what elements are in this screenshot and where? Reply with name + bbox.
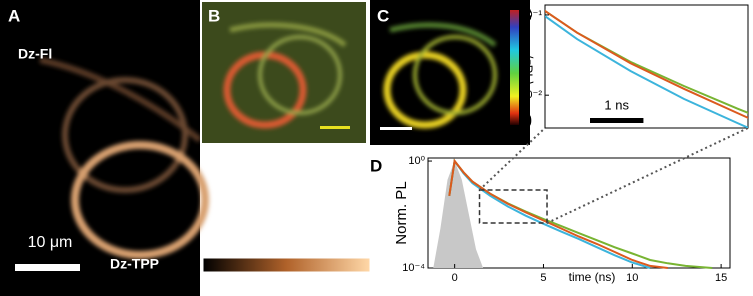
x-tick-label: 0 — [452, 272, 458, 284]
label: Dz-NO₂ — [212, 163, 261, 179]
ring-image-b — [223, 22, 347, 129]
irf-area — [433, 161, 484, 268]
panel-label: B — [208, 6, 220, 25]
colorbar-max: 700 — [340, 237, 362, 252]
y-tick-label: 10⁻² — [520, 89, 542, 101]
decay-line — [448, 158, 668, 269]
ring-image-c — [383, 22, 497, 129]
scale-bar — [320, 126, 350, 129]
colorbar-min: 0 — [205, 237, 212, 252]
scale-bar-label: 10 μm — [28, 234, 73, 251]
label: Dz-TPP — [110, 256, 159, 272]
zoom-connector — [478, 127, 546, 191]
scale-bar-label: 1 ns — [604, 97, 629, 112]
decay-line — [545, 14, 748, 128]
colorbar-max: 3 — [522, 5, 532, 25]
colorbar — [510, 10, 519, 125]
decay-line — [545, 9, 748, 119]
y-axis-label: Norm. PL — [393, 181, 410, 244]
y-tick-label: 10⁻⁴ — [402, 262, 425, 274]
panel-label: A — [8, 6, 20, 25]
colorbar-title: ⟨τPL⟩ — [521, 54, 536, 85]
x-axis-label: time (ns) — [569, 270, 616, 284]
y-tick-label: 10⁻¹ — [520, 9, 542, 21]
x-tick-label: 5 — [540, 272, 546, 284]
inset-frame — [544, 4, 749, 129]
y-tick-label: 10⁰ — [408, 155, 425, 167]
x-tick-label: 15 — [715, 272, 727, 284]
zoom-connector — [546, 127, 749, 224]
panel-label: D — [370, 156, 382, 175]
colorbar-min: 0 — [522, 111, 532, 131]
scale-bar — [590, 118, 644, 123]
scale-bar — [380, 127, 412, 130]
colorbar — [202, 257, 371, 273]
scale-bar — [15, 264, 80, 271]
panel-label: C — [377, 6, 389, 25]
label: Dz-Fl — [18, 46, 52, 62]
colorbar-title: h (nm) — [280, 225, 318, 240]
ring-image-a — [39, 57, 209, 259]
x-tick-label: 10 — [626, 272, 638, 284]
zoom-box — [478, 189, 548, 224]
inset-lines — [545, 9, 748, 128]
plot-frame — [427, 157, 731, 269]
